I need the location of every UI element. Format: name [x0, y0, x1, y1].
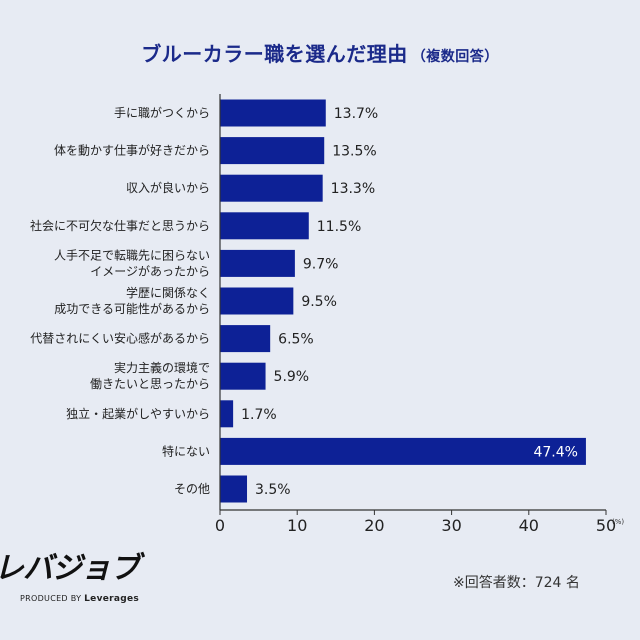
- data-label: 13.3%: [331, 181, 375, 197]
- category-label: 手に職がつくから: [114, 105, 210, 120]
- bar: [220, 325, 271, 353]
- category-label: 学歴に関係なく: [126, 285, 210, 300]
- category-label: 人手不足で転職先に困らない: [54, 248, 210, 262]
- data-label: 6.5%: [278, 332, 314, 348]
- category-label: 働きたいと思ったから: [90, 377, 210, 391]
- x-tick-label: 10: [287, 516, 307, 535]
- produced-by-label: PRODUCED BY: [20, 594, 82, 603]
- brand-produced-by: PRODUCED BY Leverages: [20, 594, 139, 604]
- chart-title-main: ブルーカラー職を選んだ理由: [141, 42, 408, 66]
- category-label: 体を動かす仕事が好きだから: [54, 143, 210, 158]
- bar: [220, 249, 295, 277]
- x-tick-label: 20: [364, 516, 384, 535]
- data-label: 1.7%: [241, 407, 277, 423]
- bar: [220, 287, 294, 315]
- category-label: 実力主義の環境で: [114, 360, 210, 375]
- category-label: 社会に不可欠な仕事だと思うから: [30, 218, 210, 233]
- respondents-note: ※回答者数：724 名: [453, 575, 580, 591]
- category-label: その他: [174, 482, 210, 496]
- data-label: 5.9%: [274, 369, 310, 385]
- x-tick-label: 0: [215, 516, 225, 535]
- bar: [220, 362, 266, 390]
- data-label: 9.5%: [301, 294, 337, 310]
- bar: [220, 400, 234, 428]
- data-label: 47.4%: [533, 444, 577, 460]
- category-label: 特にない: [162, 443, 210, 458]
- bar: [220, 174, 323, 202]
- category-label: 独立・起業がしやすいから: [66, 406, 210, 421]
- x-tick-label: 50: [596, 516, 616, 535]
- company-name: Leverages: [84, 594, 140, 604]
- category-label: 代替されにくい安心感があるから: [30, 331, 210, 346]
- category-label: 成功できる可能性があるから: [54, 301, 210, 316]
- bar: [220, 475, 248, 503]
- chart-title: ブルーカラー職を選んだ理由 （複数回答）: [0, 38, 640, 67]
- x-tick-label: 40: [519, 516, 539, 535]
- data-label: 13.7%: [334, 106, 378, 122]
- data-label: 9.7%: [303, 256, 339, 272]
- data-label: 13.5%: [332, 144, 376, 160]
- data-label: 11.5%: [317, 219, 361, 235]
- brand-logo: レバジョブ: [0, 551, 140, 586]
- x-axis-unit: (%): [612, 518, 624, 526]
- chart-subtitle: （複数回答）: [411, 49, 499, 65]
- data-label: 3.5%: [255, 482, 291, 498]
- bar: [220, 137, 325, 165]
- bar: [220, 437, 586, 465]
- category-label: イメージがあったから: [90, 263, 210, 278]
- category-label: 収入が良いから: [126, 180, 210, 195]
- bar: [220, 99, 326, 127]
- x-tick-label: 30: [441, 516, 461, 535]
- bar: [220, 212, 309, 240]
